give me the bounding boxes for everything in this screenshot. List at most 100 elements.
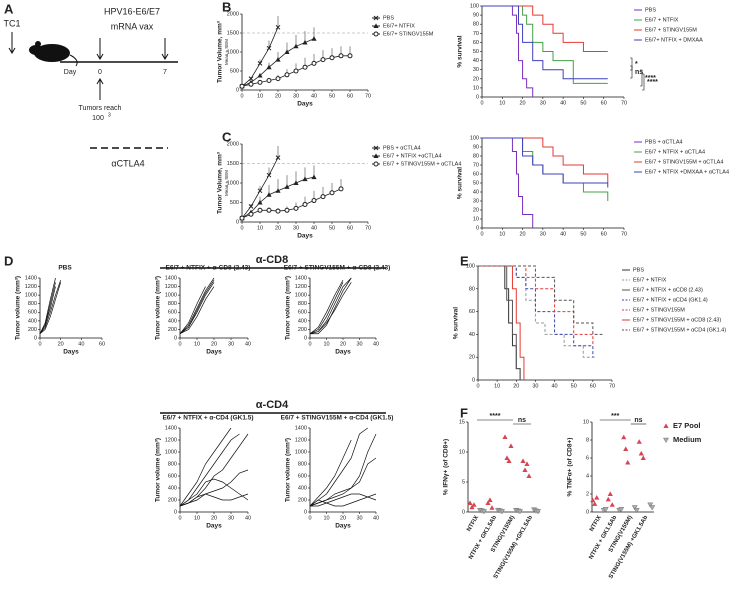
x-tick-label: STING(V155M) +GK1.5Ab: [493, 515, 534, 581]
x-tick-label: 40: [311, 225, 317, 231]
survival-curve: [478, 265, 594, 358]
legend-label: Medium: [673, 435, 702, 444]
x-axis-label: Days: [206, 523, 222, 530]
y-tick-label: 50: [473, 180, 479, 186]
x-tick-label: 30: [293, 93, 299, 99]
y-tick-label: 10: [583, 419, 589, 425]
legend-label: E6/7+ STINGV155M: [383, 31, 434, 37]
marker: [275, 57, 281, 62]
y-axis-label: Tumor volume (mm³): [285, 276, 292, 340]
dot: [647, 502, 654, 508]
y-tick-label: 0: [236, 87, 239, 93]
data-line: [309, 439, 352, 507]
y-axis-label: Tumor Volume, mm³: [217, 151, 224, 214]
panel-label: C: [222, 129, 232, 144]
y-tick-label: 200: [168, 327, 177, 333]
y-tick-label: 1400: [165, 275, 177, 281]
x-tick-label: 0: [178, 341, 181, 347]
legend-label: E6/7 + STINGV155M + αCTLA4: [645, 159, 723, 165]
marker: [266, 172, 272, 178]
timeline-label: TC1: [3, 18, 20, 28]
y-tick-label: 500: [230, 200, 239, 206]
timeline-label: 100: [92, 115, 104, 122]
y-tick-label: 30: [473, 198, 479, 204]
y-tick-label: 40: [473, 189, 479, 195]
data-line: [179, 469, 249, 507]
dot: [623, 446, 629, 451]
timeline-label: 3: [108, 112, 111, 118]
dot: [625, 459, 631, 465]
marker: [302, 176, 308, 182]
y-tick-label: 1000: [227, 180, 239, 186]
annotation: ****: [645, 75, 656, 82]
x-tick-label: NTFIX: [466, 515, 480, 533]
x-tick-label: 40: [245, 515, 251, 521]
x-tick-label: 30: [356, 341, 362, 347]
x-tick-label: 0: [480, 100, 483, 106]
y-axis-label: Tumor volume (mm³): [15, 276, 22, 340]
panel-label: E: [460, 253, 469, 268]
y-axis-label: Tumor volume (mm³): [155, 438, 162, 502]
dot: [607, 491, 613, 496]
y-axis-label: % survival: [457, 35, 464, 67]
y-tick-label: 1000: [25, 293, 37, 299]
y-tick-label: 60: [469, 309, 475, 315]
timeline-label: 0: [98, 69, 102, 76]
y-tick-label: 0: [236, 219, 239, 225]
y-tick-label: 1400: [295, 275, 307, 281]
x-tick-label: 10: [499, 231, 505, 237]
dot: [487, 497, 493, 502]
legend-label: PBS: [633, 267, 644, 273]
data-line: [179, 433, 249, 507]
x-tick-label: 20: [520, 100, 526, 106]
marker: [284, 49, 290, 54]
marker: [347, 53, 353, 59]
y-tick-label: 100: [466, 263, 475, 269]
data-line: [309, 279, 344, 334]
y-tick-label: 80: [473, 22, 479, 28]
mouse-icon: [29, 41, 78, 67]
x-tick-label: 30: [293, 225, 299, 231]
legend-marker: [663, 423, 669, 428]
dot: [592, 501, 598, 506]
y-tick-label: 1200: [295, 437, 307, 443]
x-tick-label: 0: [480, 231, 483, 237]
y-tick-label: 0: [34, 335, 37, 341]
y-tick-label: 8: [586, 437, 589, 443]
dot: [618, 507, 625, 513]
marker: [338, 186, 344, 192]
y-tick-label: 2: [586, 491, 589, 497]
marker: [239, 215, 245, 221]
data-line: [309, 282, 352, 335]
marker: [257, 199, 263, 205]
dot: [524, 461, 530, 466]
marker: [248, 76, 254, 81]
y-tick-label: 20: [473, 76, 479, 82]
y-tick-label: 400: [298, 485, 307, 491]
x-tick-label: 60: [347, 225, 353, 231]
marker: [293, 205, 299, 211]
legend-label: E7 Pool: [673, 421, 701, 430]
data-line: [309, 493, 377, 507]
y-tick-label: 15: [459, 419, 465, 425]
y-tick-label: 60: [473, 40, 479, 46]
marker: [293, 180, 299, 185]
marker: [302, 64, 308, 70]
x-tick-label: 10: [323, 515, 329, 521]
dot: [469, 504, 475, 510]
x-tick-label: 10: [499, 100, 505, 106]
legend-label: E6/7 + STINGV155M + αCD8 (2.43): [633, 317, 721, 323]
marker: [266, 207, 272, 213]
x-tick-label: 10: [194, 515, 200, 521]
data-line: [39, 282, 62, 334]
x-tick-label: 70: [365, 225, 371, 231]
annotation: ****: [490, 413, 501, 420]
survival-curve: [478, 265, 521, 380]
y-tick-label: 90: [473, 144, 479, 150]
x-tick-label: 20: [275, 225, 281, 231]
y-axis-label: % survival: [457, 167, 464, 199]
marker: [275, 24, 281, 30]
y-tick-label: 1200: [165, 284, 177, 290]
x-tick-label: 40: [560, 100, 566, 106]
dot: [649, 505, 656, 511]
